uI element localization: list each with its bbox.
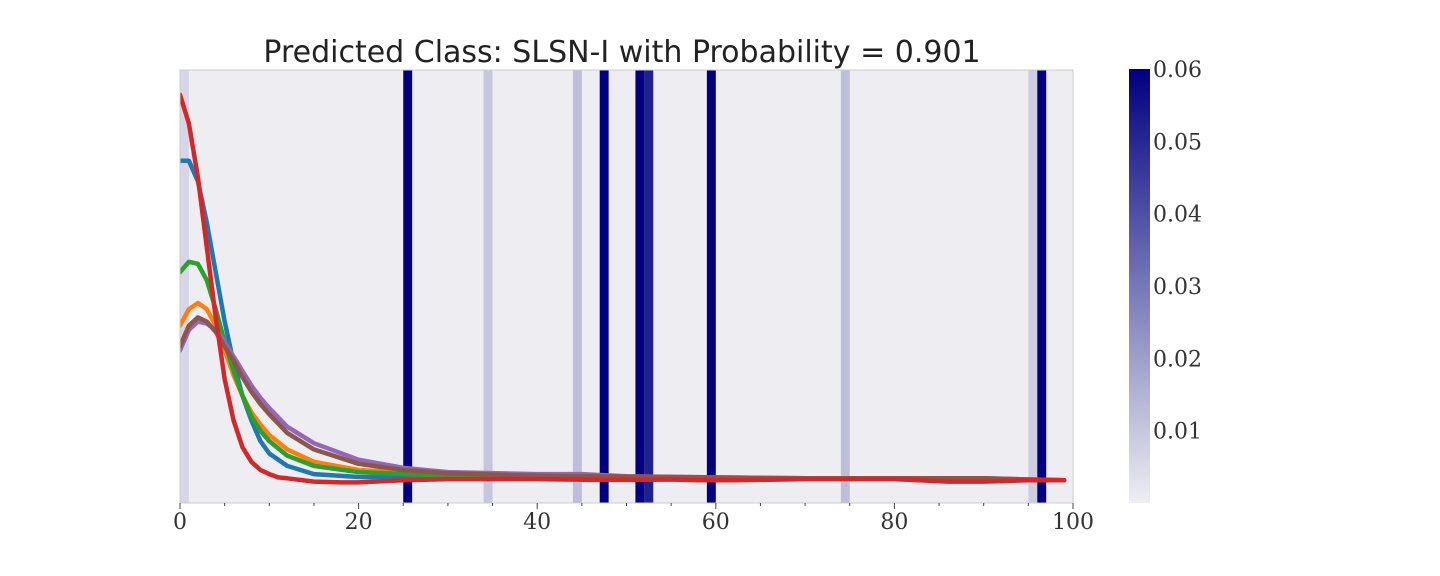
attention-band-4: [599, 70, 609, 503]
colorbar-tick-label: 0.02: [1153, 347, 1202, 372]
colorbar-tick-label: 0.05: [1153, 130, 1202, 155]
colorbar-tick-label: 0.04: [1153, 203, 1202, 228]
series-lines: [180, 92, 1067, 485]
colorbar-scale: [1129, 69, 1150, 503]
x-tick-label: 100: [1052, 510, 1094, 535]
attention-bands: [180, 70, 1047, 503]
x-tick-label: 40: [523, 510, 551, 535]
plot-area: 0 20 40 60 80 100: [173, 69, 1094, 535]
colorbar-tick-label: 0.03: [1153, 275, 1202, 300]
x-tick-label: 60: [702, 510, 730, 535]
colorbar-tick-label: 0.01: [1153, 420, 1202, 445]
series-line-6: [180, 92, 1067, 485]
attention-band-0: [180, 70, 189, 503]
x-tick-label: 20: [345, 510, 373, 535]
colorbar-tick-label: 0.06: [1153, 58, 1202, 83]
series-line-5: [180, 315, 1067, 483]
attention-band-5: [635, 70, 645, 503]
attention-band-3: [572, 70, 582, 503]
colorbar: 0.01 0.02 0.03 0.04 0.05 0.06: [1129, 58, 1202, 503]
attention-band-10: [1037, 70, 1047, 503]
attention-band-7: [706, 70, 716, 503]
attention-band-6: [644, 70, 654, 503]
attention-band-8: [840, 70, 850, 503]
attention-band-2: [483, 70, 493, 503]
chart-title: Predicted Class: SLSN-I with Probability…: [263, 35, 980, 70]
x-tick-label: 80: [880, 510, 908, 535]
attention-band-1: [403, 70, 413, 503]
x-tick-label: 0: [173, 510, 187, 535]
x-axis: 0 20 40 60 80 100: [173, 503, 1094, 535]
plot-background: [180, 70, 1073, 503]
attention-band-9: [1028, 70, 1038, 503]
